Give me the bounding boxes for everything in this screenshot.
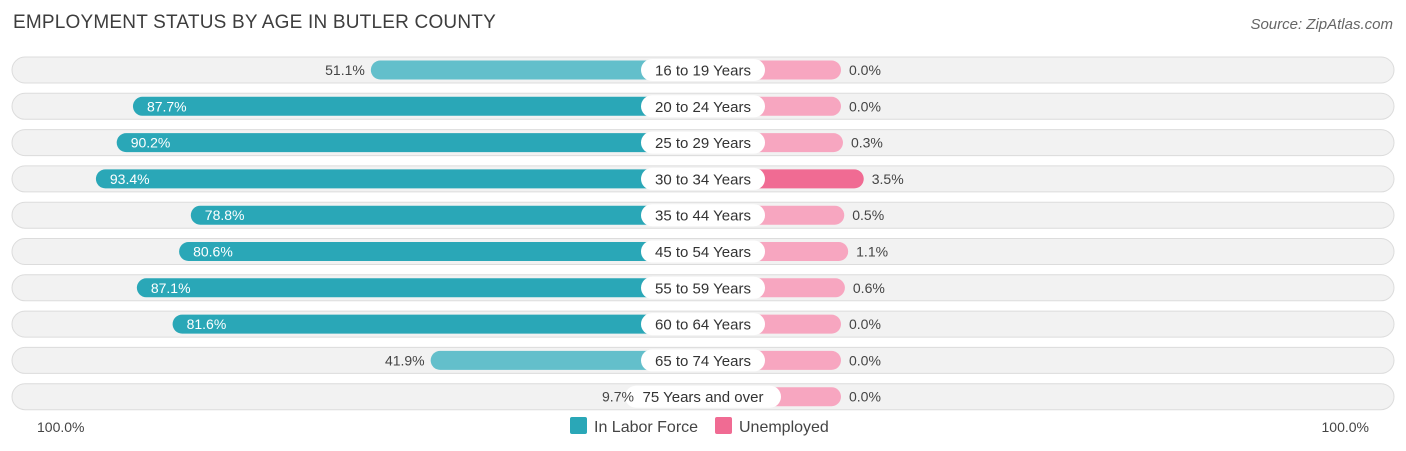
category-label: 20 to 24 Years [655,99,751,116]
value-label-unemployed: 0.0% [849,316,881,332]
value-label-unemployed: 0.5% [852,207,884,223]
value-label-labor-force: 90.2% [131,135,171,151]
chart-row: 35 to 44 Years 78.8% 0.5% [11,201,1395,229]
category-label: 60 to 64 Years [655,317,751,334]
category-pill [641,349,765,372]
chart-row: 30 to 34 Years 93.4% 3.5% [11,165,1395,193]
category-label: 30 to 34 Years [655,171,751,188]
category-pill [641,276,765,299]
value-label-labor-force: 9.7% [602,389,634,405]
bar-labor-force [370,60,703,80]
legend: In Labor Force Unemployed [570,417,829,436]
chart-row: 60 to 64 Years 81.6% 0.0% [11,310,1395,338]
bar-labor-force [190,205,704,225]
chart-axis: 100.0% 100.0% [37,419,1369,435]
value-label-unemployed: 0.0% [849,352,881,368]
chart-row: 16 to 19 Years 51.1% 0.0% [11,56,1395,84]
bar-labor-force [172,314,704,334]
legend-swatch-unemployed [715,417,732,434]
value-label-labor-force: 87.7% [147,98,187,114]
bar-labor-force [430,350,703,370]
value-label-unemployed: 1.1% [856,244,888,260]
category-pill [641,313,765,336]
chart-source: Source: ZipAtlas.com [1250,16,1393,33]
category-pill [641,131,765,154]
category-pill [641,59,765,81]
bar-labor-force [132,96,703,116]
chart-row: 75 Years and over 9.7% 0.0% [11,383,1395,411]
value-label-labor-force: 78.8% [205,207,245,223]
category-label: 16 to 19 Years [655,63,751,80]
legend-label-labor-force: In Labor Force [594,419,698,436]
chart-row: 65 to 74 Years 41.9% 0.0% [11,346,1395,374]
chart-row: 20 to 24 Years 87.7% 0.0% [11,92,1395,120]
value-label-labor-force: 93.4% [110,171,150,187]
bar-labor-force [136,278,704,298]
category-label: 25 to 29 Years [655,135,751,152]
chart-row: 25 to 29 Years 90.2% 0.3% [11,129,1395,157]
value-label-unemployed: 0.6% [853,280,885,296]
legend-label-unemployed: Unemployed [739,419,829,436]
bar-labor-force [179,242,704,261]
value-label-labor-force: 81.6% [187,316,227,332]
category-pill [625,385,781,408]
value-label-labor-force: 41.9% [385,352,425,368]
category-label: 35 to 44 Years [655,208,751,225]
category-pill [641,240,765,263]
value-label-unemployed: 0.0% [849,98,881,114]
bar-labor-force [116,133,703,153]
chart-row: 45 to 54 Years 80.6% 1.1% [11,238,1395,265]
category-label: 55 to 59 Years [655,280,751,297]
value-label-unemployed: 0.0% [849,62,881,78]
value-label-unemployed: 3.5% [872,171,904,187]
axis-right-label: 100.0% [1322,419,1369,435]
category-label: 75 Years and over [643,389,764,406]
axis-left-label: 100.0% [37,419,84,435]
bar-labor-force [95,169,703,189]
category-pill [641,95,765,118]
legend-swatch-labor-force [570,417,587,434]
chart-row: 55 to 59 Years 87.1% 0.6% [11,274,1395,302]
category-pill [641,204,765,227]
category-label: 45 to 54 Years [655,244,751,261]
value-label-unemployed: 0.3% [851,135,883,151]
value-label-labor-force: 51.1% [325,62,365,78]
chart-title: EMPLOYMENT STATUS BY AGE IN BUTLER COUNT… [13,12,496,33]
chart-rows: 16 to 19 Years 51.1% 0.0% 20 to 24 Years 87.… [11,56,1395,411]
value-label-labor-force: 87.1% [151,280,191,296]
category-pill [641,167,765,190]
value-label-labor-force: 80.6% [193,244,233,260]
category-label: 65 to 74 Years [655,353,751,370]
value-label-unemployed: 0.0% [849,389,881,405]
